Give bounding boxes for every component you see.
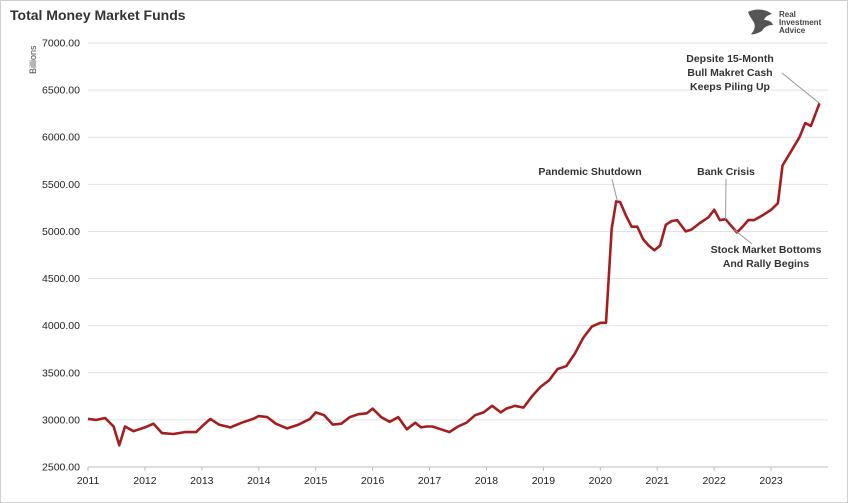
x-tick-label: 2013 — [190, 475, 214, 487]
y-axis-label: Billions — [28, 45, 38, 74]
x-tick-label: 2020 — [589, 475, 613, 487]
annotation-text: Keeps Piling Up — [690, 81, 770, 93]
brand-line-3: Advice — [779, 26, 806, 35]
y-tick-label: 7000.00 — [42, 38, 80, 50]
y-tick-label: 4500.00 — [42, 273, 80, 285]
y-tick-label: 5500.00 — [42, 179, 80, 191]
series-line — [87, 102, 821, 447]
x-tick-label: 2015 — [304, 475, 328, 487]
annotation-text: Depsite 15-Month — [686, 53, 774, 65]
annotation-text: Bull Makret Cash — [687, 67, 772, 79]
annotations: Depsite 15-Month Bull Makret Cash Keeps Pi… — [538, 53, 821, 270]
y-tick-label: 5000.00 — [42, 226, 80, 238]
annotation-text: And Rally Begins — [723, 258, 810, 270]
y-tick-label: 6000.00 — [42, 132, 80, 144]
chart-title: Total Money Market Funds — [10, 7, 186, 23]
x-tick-label: 2017 — [418, 475, 442, 487]
brand-line-1: Real — [779, 10, 796, 19]
annotation-text: Pandemic Shutdown — [538, 166, 641, 178]
annotation-text: Stock Market Bottoms — [711, 244, 822, 256]
x-tick-label: 2012 — [133, 475, 157, 487]
annotation-text: Bank Crisis — [697, 166, 755, 178]
x-tick-label: 2022 — [702, 475, 726, 487]
annotation-leader — [733, 229, 753, 245]
y-tick-labels: 2500.00 3000.00 3500.00 4000.00 4500.00 5000.… — [42, 38, 80, 474]
brand-logo: Real Investment Advice — [748, 9, 822, 35]
x-tick-label: 2018 — [475, 475, 499, 487]
y-tick-label: 4000.00 — [42, 320, 80, 332]
x-tick-label: 2016 — [361, 475, 385, 487]
y-tick-label: 2500.00 — [42, 462, 80, 474]
x-tick-label: 2023 — [759, 475, 783, 487]
x-tick-label: 2011 — [77, 475, 100, 487]
x-tick-label: 2019 — [532, 475, 556, 487]
y-tick-label: 6500.00 — [42, 85, 80, 97]
annotation-leader — [611, 178, 618, 202]
x-tick-labels: 2011 2012 2013 2014 2015 2016 2017 2018 2019 2020… — [77, 467, 783, 487]
y-tick-label: 3000.00 — [42, 414, 80, 426]
annotation-leader — [781, 72, 820, 104]
brand-line-2: Investment — [779, 18, 822, 27]
eagle-icon — [748, 9, 773, 35]
logo-mark — [748, 9, 773, 35]
series-layer — [87, 102, 821, 447]
x-tick-label: 2014 — [247, 475, 271, 487]
x-tick-label: 2021 — [646, 475, 670, 487]
y-tick-label: 3500.00 — [42, 367, 80, 379]
